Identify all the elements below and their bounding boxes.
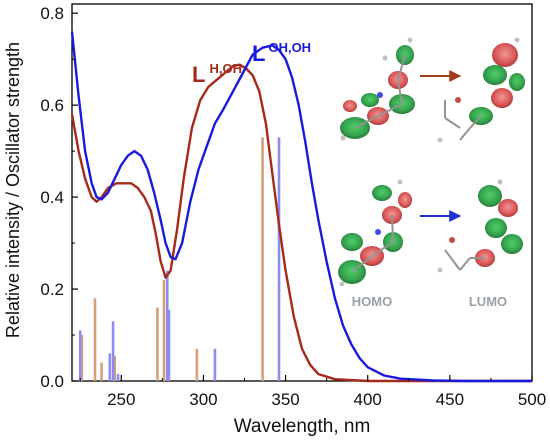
plot-frame [71, 3, 533, 382]
homo-label: HOMO [352, 294, 392, 309]
y-tick-label: 0.4 [40, 188, 64, 207]
x-tick-label: 500 [518, 390, 546, 409]
homo-orbital-h-oh [340, 37, 415, 141]
homo-orbital-oh-oh [338, 179, 412, 287]
lumo-orbital-oh-oh [437, 179, 523, 273]
oscillator-sticks [78, 137, 281, 381]
x-axis-ticks: 250 300 350 400 450 500 [79, 375, 546, 409]
y-tick-label: 0.0 [40, 372, 64, 391]
series-label-oh-oh: L OH,OH [252, 40, 311, 66]
x-tick-label: 400 [354, 390, 382, 409]
series-label-oh-oh-main: L [252, 41, 265, 66]
lumo-orbital-h-oh [437, 37, 525, 143]
x-axis-title: Wavelength, nm [234, 416, 371, 437]
series-label-oh-oh-sup: OH,OH [268, 40, 311, 55]
series-label-h-oh: L H,OH [192, 61, 242, 87]
lumo-label: LUMO [469, 294, 507, 309]
x-tick-label: 450 [436, 390, 464, 409]
x-tick-label: 350 [271, 390, 299, 409]
series-label-h-oh-main: L [192, 62, 205, 87]
x-tick-label: 250 [107, 390, 135, 409]
y-tick-label: 0.8 [40, 4, 64, 23]
orbital-inset-h-oh [340, 37, 525, 143]
y-tick-label: 0.6 [40, 96, 64, 115]
spectrum-lines [70, 31, 532, 383]
y-tick-label: 0.2 [40, 280, 64, 299]
series-label-h-oh-sup: H,OH [209, 61, 242, 76]
y-axis-ticks: 0.0 0.2 0.4 0.6 0.8 [40, 4, 78, 391]
series-line [70, 31, 532, 383]
x-tick-label: 300 [189, 390, 217, 409]
y-axis-title: Relative intensity / Oscillator strength [3, 42, 23, 338]
orbital-inset-oh-oh [338, 179, 523, 287]
series-line [70, 63, 532, 383]
